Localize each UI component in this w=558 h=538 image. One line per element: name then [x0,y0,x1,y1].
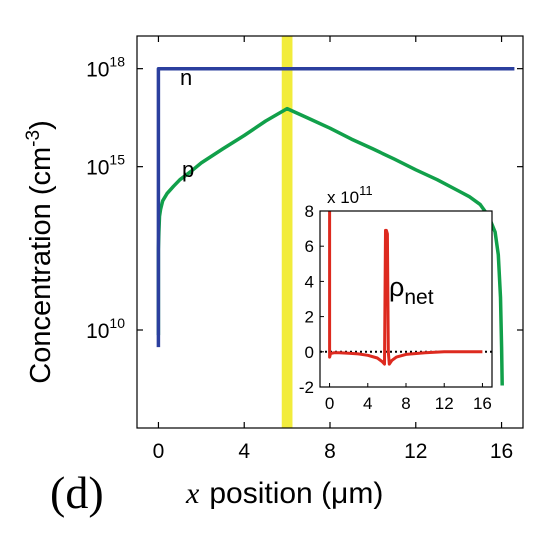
y-tick-label: 1010 [86,315,125,343]
inset-y-tick-label: 2 [305,308,314,327]
inset-x-tick-label: 16 [473,394,492,413]
x-tick-label: 4 [238,440,250,463]
y-axis-label: Concentration (cm-3) [23,120,57,384]
inset-y-axis: -2 0 2 4 6 8 [299,202,324,397]
inset-multiplier: x 1011 [327,183,373,207]
inset-x-tick-label: 8 [401,394,410,413]
y-tick-label: 1018 [86,54,125,82]
inset-y-tick-label: 4 [305,272,314,291]
inset-x-tick-label: 4 [363,394,372,413]
inset-x-tick-label: 12 [435,394,454,413]
x-axis-label: x position (μm) [185,477,383,510]
panel-label: (d) [50,467,104,518]
series-n-label: n [180,65,192,90]
inset-plot: 0 4 8 12 16 -2 0 2 4 6 8 x 1011 ρnet [299,183,493,413]
inset-y-tick-label: -2 [299,378,314,397]
series-p-label: p [182,157,194,182]
x-tick-label: 12 [404,440,427,463]
y-tick-label: 1015 [86,152,125,180]
series-rho-line [328,211,483,366]
main-y-axis: 1010 1015 1018 [86,54,523,343]
x-tick-label: 16 [490,440,513,463]
inset-y-tick-label: 8 [305,202,314,221]
highlight-band [281,36,293,428]
inset-background [320,211,492,387]
x-tick-label: 8 [324,440,336,463]
main-x-axis: 0 4 8 12 16 [153,36,513,463]
x-tick-label: 0 [153,440,165,463]
inset-y-tick-label: 6 [305,237,314,256]
inset-x-axis: 0 4 8 12 16 [325,383,492,413]
inset-y-tick-label: 0 [305,343,314,362]
inset-x-tick-label: 0 [325,394,334,413]
rho-annotation: ρnet [389,272,434,309]
series-n-line [156,66,515,348]
